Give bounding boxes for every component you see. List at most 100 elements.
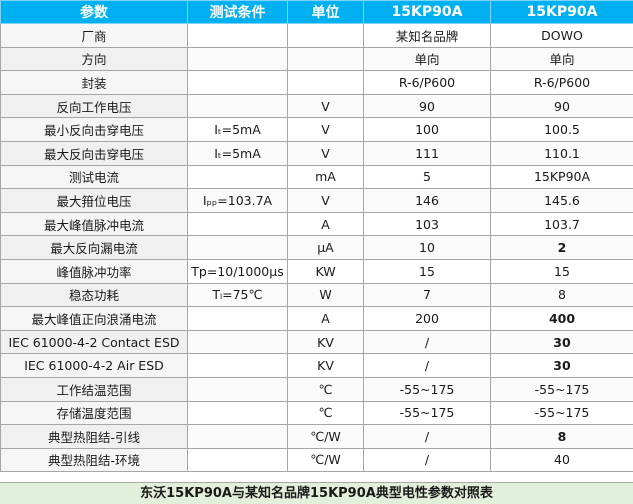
test-condition-cell: [188, 212, 288, 236]
competitor-value-cell: 5: [364, 165, 491, 189]
unit-cell: V: [288, 141, 364, 165]
param-cell: 典型热阻结-环境: [1, 448, 188, 472]
unit-cell: ℃: [288, 377, 364, 401]
table-row: 典型热阻结-引线℃/W/8: [1, 425, 633, 449]
competitor-value-cell: R-6/P600: [364, 71, 491, 95]
test-condition-cell: [188, 401, 288, 425]
test-condition-cell: [188, 448, 288, 472]
param-cell: 存储温度范围: [1, 401, 188, 425]
table-row: IEC 61000-4-2 Contact ESD KV/30: [1, 330, 633, 354]
unit-cell: KW: [288, 259, 364, 283]
competitor-value-cell: /: [364, 330, 491, 354]
param-cell: 工作结温范围: [1, 377, 188, 401]
unit-cell: μA: [288, 236, 364, 260]
unit-cell: mA: [288, 165, 364, 189]
test-condition-cell: [188, 165, 288, 189]
unit-cell: V: [288, 118, 364, 142]
test-condition-cell: [188, 425, 288, 449]
dowo-value-cell: 103.7: [491, 212, 633, 236]
dowo-value-cell: 100.5: [491, 118, 633, 142]
competitor-value-cell: 某知名品牌: [364, 24, 491, 48]
unit-cell: V: [288, 94, 364, 118]
param-cell: 封装: [1, 71, 188, 95]
dowo-value-cell: DOWO: [491, 24, 633, 48]
test-condition-cell: [188, 377, 288, 401]
table-row: IEC 61000-4-2 Air ESD KV/30: [1, 354, 633, 378]
table-caption: 东沃15KP90A与某知名品牌15KP90A典型电性参数对照表: [0, 482, 633, 504]
test-condition-cell: Iₚₚ=103.7A: [188, 189, 288, 213]
param-cell: 稳态功耗: [1, 283, 188, 307]
unit-cell: V: [288, 189, 364, 213]
dowo-value-cell: -55~175: [491, 401, 633, 425]
competitor-value-cell: 103: [364, 212, 491, 236]
competitor-value-cell: -55~175: [364, 401, 491, 425]
dowo-value-cell: 90: [491, 94, 633, 118]
header-test-condition: 测试条件: [188, 1, 288, 24]
unit-cell: W: [288, 283, 364, 307]
param-cell: 最大箝位电压: [1, 189, 188, 213]
competitor-value-cell: 146: [364, 189, 491, 213]
dowo-value-cell: 15: [491, 259, 633, 283]
competitor-value-cell: 7: [364, 283, 491, 307]
test-condition-cell: [188, 330, 288, 354]
param-cell: 最大反向击穿电压: [1, 141, 188, 165]
dowo-value-cell: 110.1: [491, 141, 633, 165]
test-condition-cell: [188, 94, 288, 118]
competitor-value-cell: -55~175: [364, 377, 491, 401]
competitor-value-cell: 100: [364, 118, 491, 142]
competitor-value-cell: /: [364, 354, 491, 378]
competitor-value-cell: 10: [364, 236, 491, 260]
param-cell: 厂商: [1, 24, 188, 48]
dowo-value-cell: 400: [491, 307, 633, 331]
param-cell: 最大反向漏电流: [1, 236, 188, 260]
header-dowo-part: 15KP90A: [491, 1, 633, 24]
unit-cell: KV: [288, 330, 364, 354]
param-cell: IEC 61000-4-2 Contact ESD: [1, 330, 188, 354]
dowo-value-cell: R-6/P600: [491, 71, 633, 95]
dowo-value-cell: 30: [491, 354, 633, 378]
param-cell: IEC 61000-4-2 Air ESD: [1, 354, 188, 378]
table-row: 工作结温范围℃-55~175-55~175: [1, 377, 633, 401]
table-row: 方向单向单向: [1, 47, 633, 71]
test-condition-cell: [188, 71, 288, 95]
test-condition-cell: Iₜ=5mA: [188, 141, 288, 165]
competitor-value-cell: 200: [364, 307, 491, 331]
dowo-value-cell: 15KP90A: [491, 165, 633, 189]
table-header-row: 参数 测试条件 单位 15KP90A 15KP90A: [1, 1, 633, 24]
table-row: 存储温度范围℃-55~175-55~175: [1, 401, 633, 425]
competitor-value-cell: 111: [364, 141, 491, 165]
dowo-value-cell: 40: [491, 448, 633, 472]
dowo-value-cell: 30: [491, 330, 633, 354]
test-condition-cell: [188, 354, 288, 378]
param-cell: 方向: [1, 47, 188, 71]
dowo-value-cell: 2: [491, 236, 633, 260]
table-row: 典型热阻结-环境℃/W/40: [1, 448, 633, 472]
header-competitor-part: 15KP90A: [364, 1, 491, 24]
unit-cell: [288, 24, 364, 48]
param-cell: 峰值脉冲功率: [1, 259, 188, 283]
unit-cell: KV: [288, 354, 364, 378]
competitor-value-cell: 15: [364, 259, 491, 283]
unit-cell: ℃/W: [288, 448, 364, 472]
param-cell: 反向工作电压: [1, 94, 188, 118]
competitor-value-cell: /: [364, 425, 491, 449]
header-param: 参数: [1, 1, 188, 24]
test-condition-cell: Tₗ=75℃: [188, 283, 288, 307]
unit-cell: [288, 47, 364, 71]
test-condition-cell: [188, 307, 288, 331]
competitor-value-cell: 90: [364, 94, 491, 118]
